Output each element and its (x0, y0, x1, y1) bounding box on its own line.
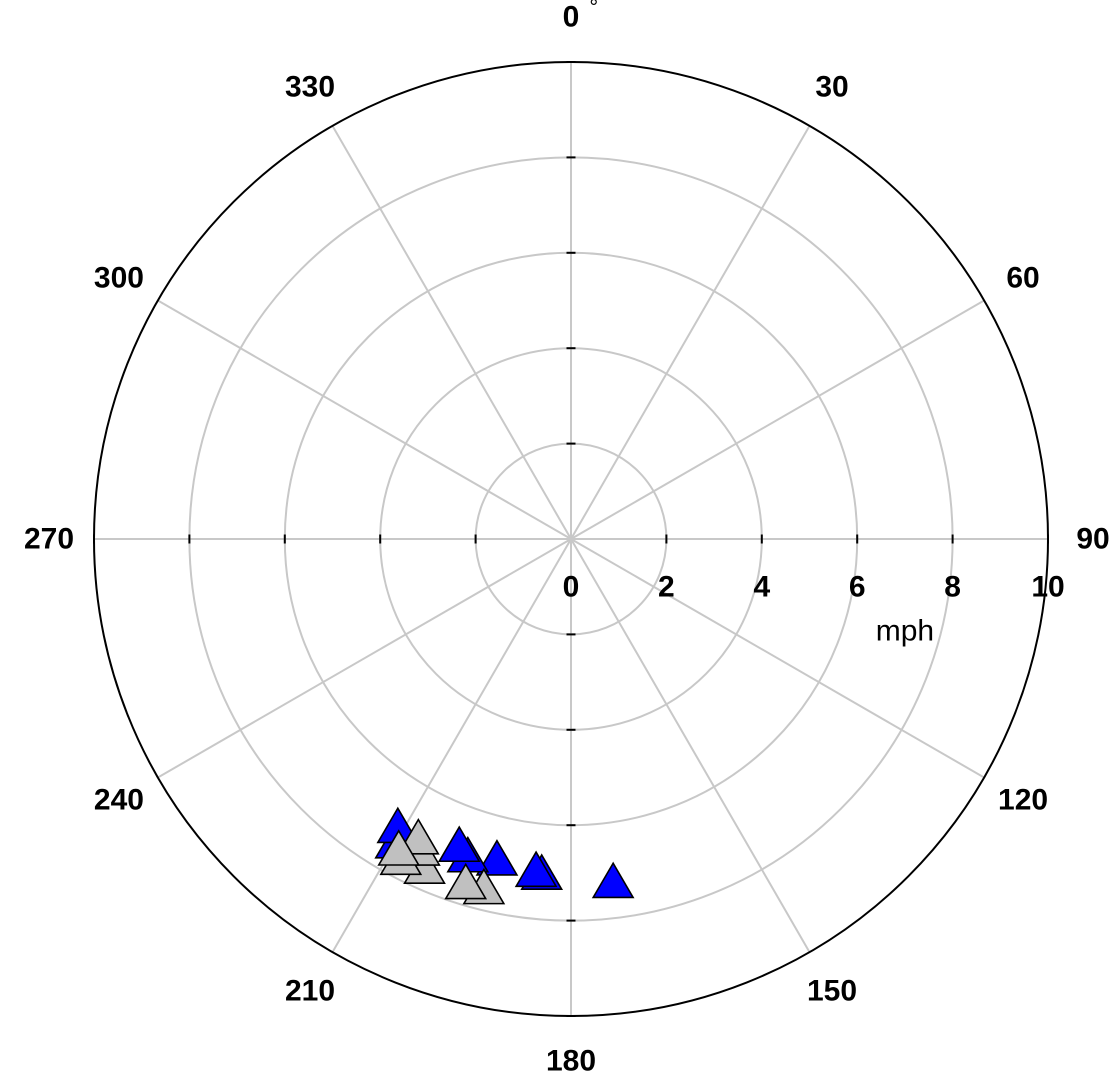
angle-tick-label: 0 (563, 1, 580, 34)
data-markers (374, 806, 635, 905)
angle-tick-label: 120 (998, 784, 1048, 817)
data-point-marker (377, 829, 421, 866)
radial-tick-label: 2 (658, 571, 675, 604)
axis-labels: 0 ° 30 60 90 120 150 180 210 240 270 300 330 0 2 4 6 8 10 m… (24, 0, 1110, 1075)
angle-tick-label: 210 (285, 975, 335, 1008)
radial-tick-label: 4 (753, 571, 770, 604)
grid-spoke (331, 538, 572, 953)
angle-tick-label: 240 (94, 784, 144, 817)
radial-tick-label: 10 (1031, 571, 1064, 604)
angle-tick-label: 90 (1076, 523, 1109, 556)
data-point-marker (475, 839, 519, 876)
data-point-marker (444, 862, 488, 900)
data-point-marker (514, 850, 558, 888)
angle-tick-label: 30 (815, 70, 848, 103)
grid-spoke (331, 125, 572, 540)
radial-tick-label: 6 (849, 571, 866, 604)
angle-tick-label: 180 (546, 1045, 596, 1075)
angle-tick-label: 60 (1006, 262, 1039, 295)
grid-spoke (570, 299, 985, 540)
radial-tick-label: 8 (944, 571, 961, 604)
data-point-marker (591, 861, 635, 899)
angle-tick-label: 330 (285, 70, 335, 103)
radial-tick-marks (93, 61, 1049, 1017)
grid-spoke (570, 538, 811, 953)
angle-tick-label: 150 (807, 975, 857, 1008)
grid-spoke (157, 299, 572, 540)
angle-tick-label: 300 (94, 262, 144, 295)
data-point-marker (396, 818, 440, 855)
grid-spoke (570, 125, 811, 540)
polar-grid (93, 61, 1049, 1017)
angle-tick-label: 270 (24, 523, 74, 556)
radial-unit-label: mph (876, 615, 934, 648)
radial-tick-label: 0 (563, 571, 580, 604)
data-point-marker (437, 825, 481, 863)
grid-spoke (157, 538, 572, 779)
angle-unit-symbol: ° (589, 0, 598, 20)
grid-spoke (570, 538, 985, 779)
